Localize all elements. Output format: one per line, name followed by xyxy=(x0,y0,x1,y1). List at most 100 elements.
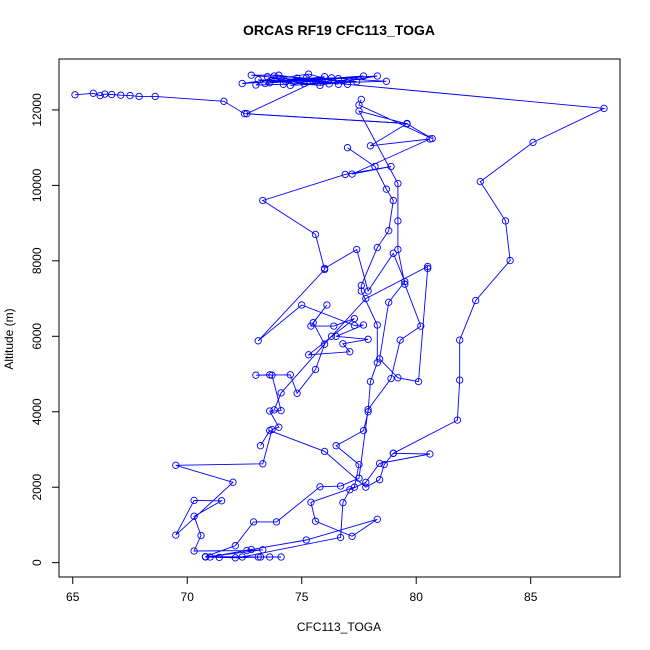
data-point xyxy=(135,92,143,101)
data-point xyxy=(238,79,246,88)
data-point xyxy=(247,71,255,79)
data-point xyxy=(424,262,432,271)
data-point xyxy=(282,77,290,86)
data-point xyxy=(373,515,381,523)
data-point xyxy=(366,377,375,386)
x-tick-label: 70 xyxy=(181,590,195,604)
data-point xyxy=(263,73,272,81)
data-point xyxy=(385,227,393,235)
data-point xyxy=(298,301,306,309)
data-point xyxy=(275,71,283,79)
data-point xyxy=(382,77,391,85)
data-point xyxy=(364,287,372,295)
data-point xyxy=(126,91,134,100)
plot-frame xyxy=(58,58,621,578)
data-point xyxy=(293,74,301,82)
data-point xyxy=(96,91,104,100)
x-tick-label: 65 xyxy=(66,590,80,604)
data-point xyxy=(215,553,223,562)
data-point xyxy=(334,74,343,83)
series-line xyxy=(74,92,408,124)
data-point xyxy=(600,104,608,113)
data-point xyxy=(366,142,375,150)
data-point xyxy=(277,389,285,397)
data-point xyxy=(259,460,267,468)
y-tick-label: 6000 xyxy=(30,323,44,350)
data-point xyxy=(190,547,198,555)
data-point xyxy=(217,497,226,505)
data-point xyxy=(307,322,315,330)
data-point xyxy=(327,332,336,340)
data-point xyxy=(476,177,484,186)
data-point xyxy=(401,277,409,286)
data-point xyxy=(343,80,352,88)
data-point xyxy=(396,336,404,344)
data-point xyxy=(373,321,381,329)
data-point xyxy=(456,336,464,344)
data-point xyxy=(277,553,285,561)
data-point xyxy=(254,76,262,84)
data-point xyxy=(314,76,322,85)
data-point xyxy=(318,78,326,86)
data-point xyxy=(359,321,368,329)
data-point xyxy=(206,553,214,561)
data-point xyxy=(247,545,255,554)
data-point xyxy=(375,355,384,363)
data-point xyxy=(373,72,381,80)
y-tick-label: 4000 xyxy=(30,398,44,425)
data-point xyxy=(330,322,338,330)
data-point xyxy=(339,340,347,348)
series-line xyxy=(175,73,606,559)
data-point xyxy=(293,389,301,397)
data-point xyxy=(316,483,324,491)
series-2 xyxy=(71,89,411,128)
data-point xyxy=(320,264,329,273)
data-point xyxy=(332,332,340,340)
data-point xyxy=(389,196,397,205)
data-point xyxy=(389,449,397,457)
series-4 xyxy=(256,426,397,491)
data-point xyxy=(339,499,347,507)
data-point xyxy=(307,498,315,506)
data-point xyxy=(270,406,278,414)
data-point xyxy=(320,447,329,456)
x-tick-label: 85 xyxy=(524,590,538,604)
data-point xyxy=(373,243,381,252)
data-point xyxy=(389,249,397,257)
data-point xyxy=(362,294,370,303)
data-point xyxy=(334,80,343,88)
data-point xyxy=(240,110,249,118)
data-point xyxy=(101,90,109,98)
data-point xyxy=(320,340,329,348)
data-point xyxy=(323,301,331,309)
data-point xyxy=(300,79,308,88)
axes: 65 70 75 80 85 0 2000 4000 6000 8000 10000 12000 xyxy=(30,93,538,604)
data-point xyxy=(357,281,365,290)
data-point xyxy=(403,119,411,128)
series-5 xyxy=(270,245,432,414)
data-point xyxy=(341,170,349,179)
data-point xyxy=(220,97,228,105)
series-1 xyxy=(172,70,608,562)
data-point xyxy=(357,95,365,104)
data-point xyxy=(336,533,345,542)
data-point xyxy=(254,337,262,345)
data-point xyxy=(266,426,274,435)
data-point xyxy=(190,512,198,520)
data-point xyxy=(151,92,159,101)
data-point xyxy=(311,230,320,239)
data-point xyxy=(190,496,198,505)
data-point xyxy=(259,196,267,205)
data-point xyxy=(336,482,345,490)
data-point xyxy=(394,245,402,254)
data-point xyxy=(375,459,384,468)
data-point xyxy=(309,77,317,85)
data-point xyxy=(252,371,260,379)
data-point xyxy=(501,217,510,225)
series-3 xyxy=(206,144,397,561)
data-point xyxy=(286,81,294,90)
data-point xyxy=(259,546,267,554)
data-point xyxy=(238,553,246,561)
data-point xyxy=(229,478,237,486)
data-point xyxy=(266,407,274,415)
